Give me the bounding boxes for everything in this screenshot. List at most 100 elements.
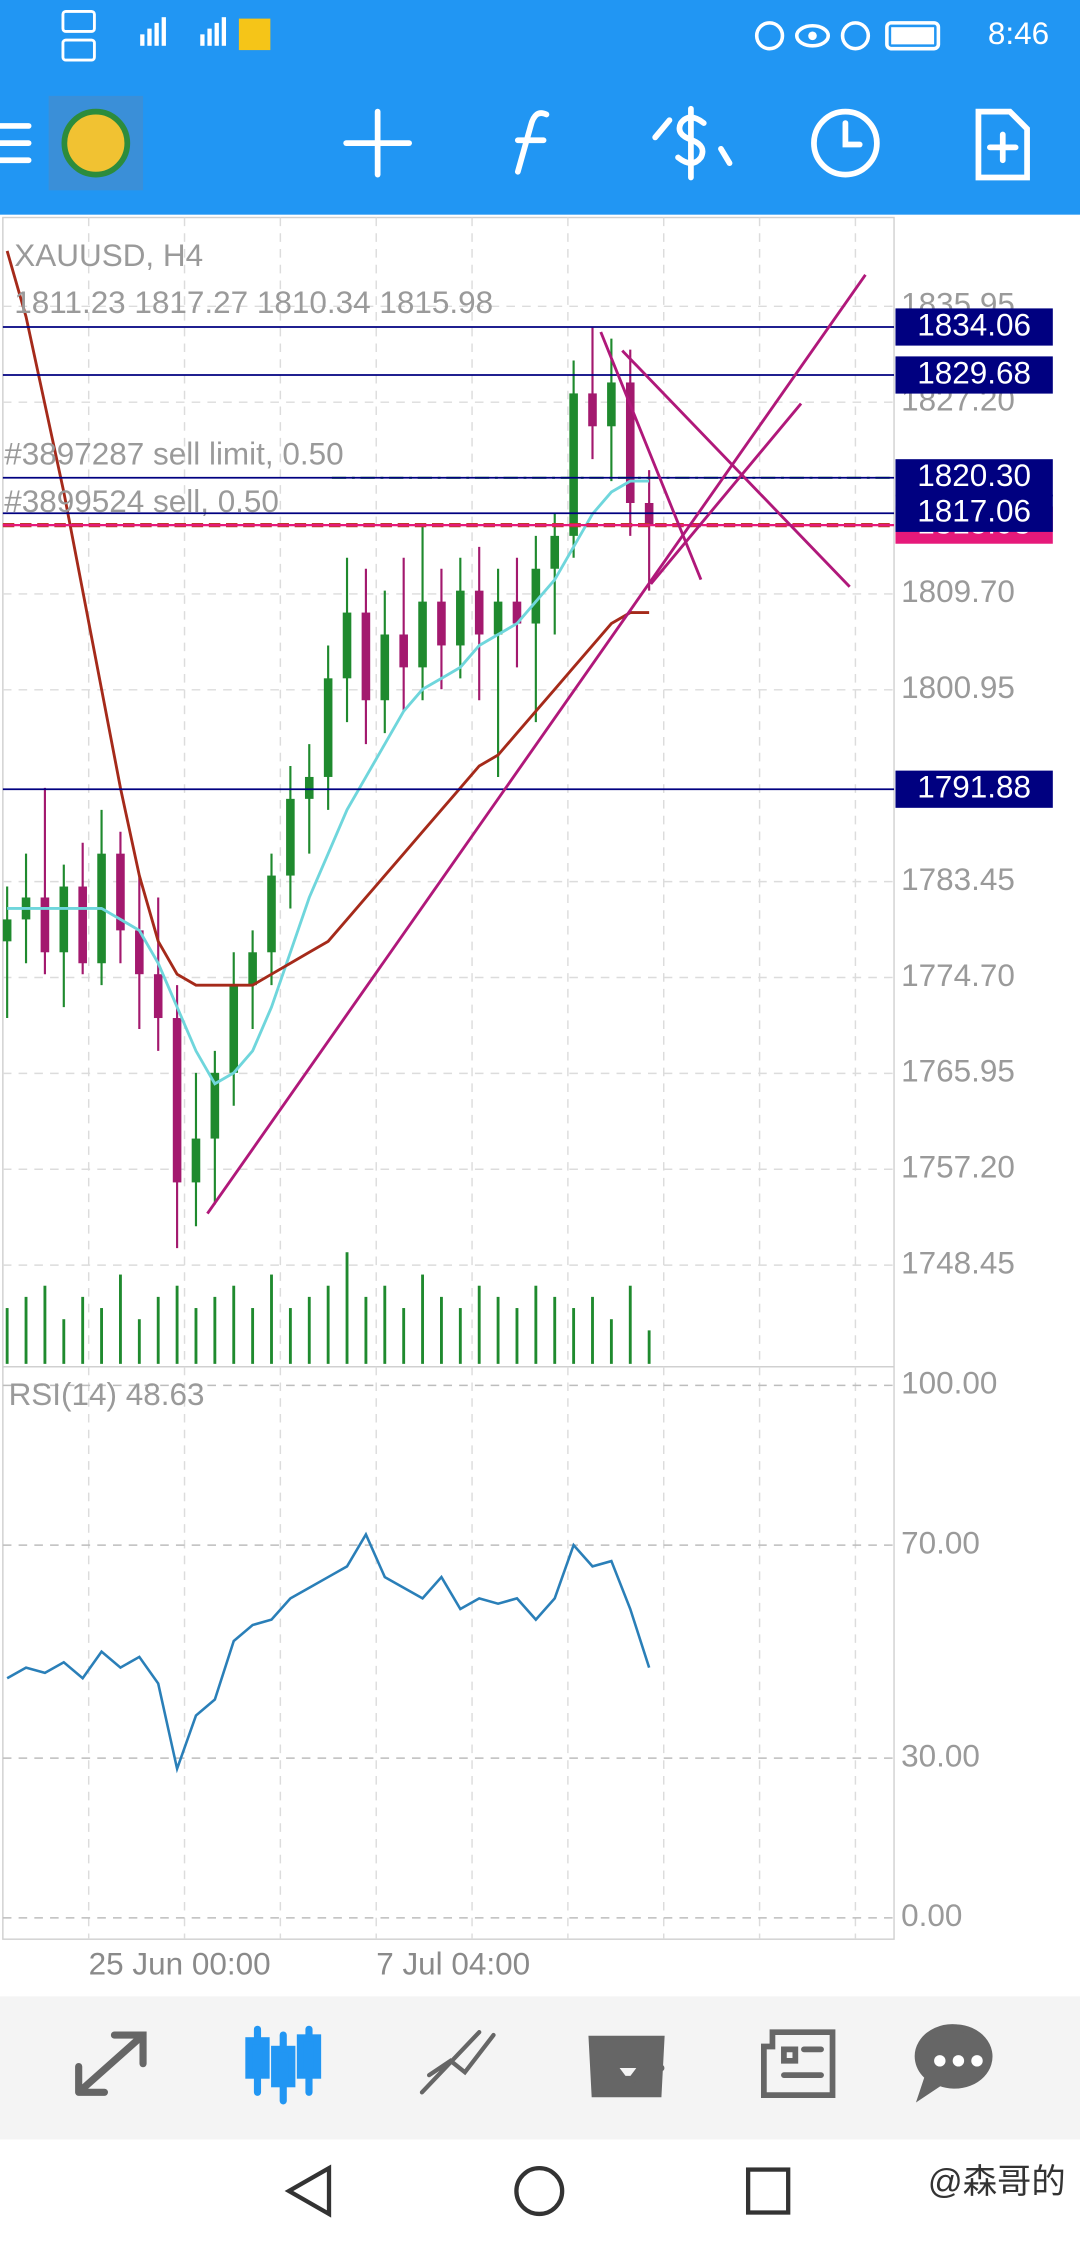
indicators-button[interactable] [514,110,550,175]
trend-line [621,349,851,588]
candle-body [456,590,465,646]
moving-average [5,250,650,987]
volume-bar [345,1252,349,1364]
candle-body [588,393,597,427]
candle-body [474,590,484,635]
volume-bar [24,1296,28,1364]
price-label: 1820.30 [917,458,1031,493]
volume-bar [232,1285,236,1364]
y-tick-label: 1748.45 [901,1245,1015,1280]
volume-bar [534,1285,538,1364]
y-tick-label: 1765.95 [901,1054,1015,1089]
volume-bar [440,1296,443,1364]
chart-area [2,216,895,1940]
volume-bar [213,1296,217,1364]
volume-bar [307,1296,311,1364]
volume-bar [62,1319,66,1364]
volume-bar [5,1308,9,1364]
x-tick-label: 25 Jun 00:00 [89,1947,271,1982]
home-button[interactable] [514,2166,565,2217]
tab-quotes[interactable] [75,2031,147,2096]
y-tick-label: 70.00 [901,1525,980,1560]
volume-bar [288,1308,292,1364]
candle-body [380,634,390,701]
candle-body [267,875,276,953]
app-logo-mark [61,108,131,178]
candle-body [286,798,295,876]
candle-body [342,612,352,679]
candle-body [248,952,257,986]
y-tick-label: 30.00 [901,1738,980,1773]
volume-bar [119,1274,122,1364]
tab-trade[interactable] [419,2030,496,2095]
bottom-tabs [0,1996,1080,2140]
tab-news[interactable] [761,2029,836,2099]
price-label: 1834.06 [917,307,1031,342]
candle-body [304,776,314,799]
price-label-box [895,356,1053,394]
volume-bar [496,1296,500,1364]
volume-bar [421,1274,424,1364]
menu-button[interactable] [0,123,32,164]
y-tick-label: 100.00 [901,1366,997,1401]
y-tick-label: 1757.20 [901,1150,1015,1185]
volume-bar [175,1285,179,1364]
volume-bar [609,1319,613,1364]
rsi-title: RSI(14) 48.63 [9,1377,205,1412]
candle-body [116,853,125,931]
candle-body [418,601,427,668]
candle-body [512,601,522,624]
candle-body [531,568,541,624]
trend-line [599,331,703,581]
candle-body [361,612,371,701]
price-label: 1817.06 [917,494,1031,529]
candle-body [437,601,446,646]
candle-body [399,634,408,668]
recents-button[interactable] [745,2167,791,2215]
y-tick-label: 1809.70 [901,574,1015,609]
volume-bar [251,1308,255,1364]
volume-bar [628,1285,632,1364]
candle-body [323,678,333,777]
volume-bar [647,1330,651,1364]
candle-body [135,930,144,975]
price-label-box [895,308,1053,346]
rsi-line [6,1531,651,1774]
crosshair-button[interactable] [343,108,412,178]
tab-chart[interactable] [245,2025,322,2105]
new-order-button[interactable] [975,108,1030,181]
volume-bar [477,1285,481,1364]
back-button[interactable] [284,2164,332,2218]
volume-bar [402,1308,406,1364]
price-label-box [895,459,1053,497]
candle-body [210,1072,220,1139]
price-label: 1829.68 [917,355,1031,390]
y-tick-label: 1783.45 [901,862,1015,897]
volume-bar [100,1308,103,1364]
y-tick-label: 0.00 [901,1898,962,1933]
candle-body [229,985,239,1073]
candle-body [40,897,50,953]
trade-button[interactable] [652,105,733,181]
volume-bar [43,1285,47,1364]
volume-bar [383,1285,387,1364]
volume-bar [270,1274,273,1364]
volume-bar [572,1308,576,1364]
candle-body [607,382,616,427]
y-tick-label: 1800.95 [901,670,1015,705]
period-button[interactable] [811,108,880,178]
watermark: @森哥的 [928,2163,1066,2201]
moving-average [7,479,650,1086]
candle-body [569,393,578,536]
candle-body [59,886,69,953]
tab-history[interactable] [588,2035,665,2098]
chart-symbol: XAUUSD, H4 [14,238,203,273]
volume-bar [553,1296,557,1364]
candle-body [550,535,560,569]
system-buttons [284,2164,791,2218]
trend-line [649,402,803,585]
price-label: 1791.88 [917,770,1031,805]
toolbar [0,95,1030,191]
